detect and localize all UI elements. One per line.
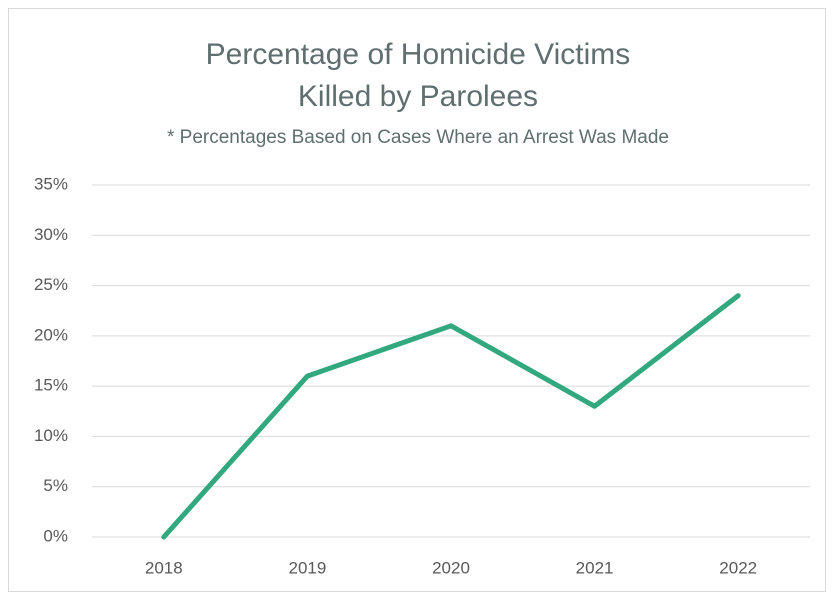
x-tick-label: 2018 xyxy=(145,558,183,577)
chart-title: Percentage of Homicide Victims Killed by… xyxy=(205,38,631,113)
x-tick-label: 2019 xyxy=(288,558,326,577)
y-tick-label: 15% xyxy=(34,376,68,395)
chart-subtitle: * Percentages Based on Cases Where an Ar… xyxy=(167,127,669,148)
y-tick-label: 35% xyxy=(34,174,68,193)
line-series xyxy=(161,293,741,540)
x-tick-label: 2020 xyxy=(432,558,470,577)
y-tick-label: 20% xyxy=(34,325,68,344)
y-tick-label: 10% xyxy=(34,426,68,445)
x-tick-label: 2021 xyxy=(576,558,614,577)
y-tick-label: 25% xyxy=(34,275,68,294)
y-tick-label: 5% xyxy=(43,476,68,495)
x-tick-label: 2022 xyxy=(719,558,757,577)
chart-frame xyxy=(8,8,826,592)
y-tick-label: 0% xyxy=(43,526,68,545)
y-tick-label: 30% xyxy=(34,225,68,244)
